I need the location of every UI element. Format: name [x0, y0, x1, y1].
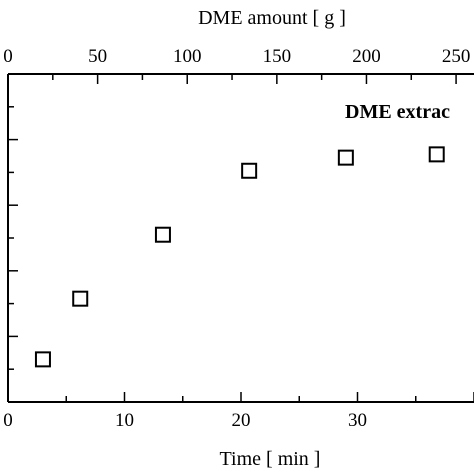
data-point-square [241, 162, 258, 179]
data-markers [34, 146, 445, 368]
x-axis-top-title: DME amount [ g ] [198, 7, 346, 29]
data-point-square [72, 290, 89, 307]
x-bottom-tick-label: 10 [115, 410, 134, 431]
x-top-tick-label: 150 [263, 46, 292, 67]
tick-labels: 0 10 20 30 0 50 100 150 200 250 [3, 46, 470, 431]
data-point-square [337, 149, 354, 166]
data-point-square [154, 226, 171, 243]
series-annotation: DME extrac [345, 101, 450, 123]
data-point-square [428, 146, 445, 163]
x-top-tick-label: 250 [442, 46, 471, 67]
x-top-tick-label: 100 [173, 46, 202, 67]
x-top-tick-label: 200 [352, 46, 381, 67]
x-bottom-tick-label: 20 [232, 410, 251, 431]
plot-frame [7, 73, 474, 403]
axis-ticks [7, 73, 474, 403]
x-bottom-tick-label: 30 [348, 410, 367, 431]
data-point-square [34, 351, 51, 368]
x-top-tick-label: 0 [3, 46, 13, 67]
x-axis-bottom-title: Time [ min ] [220, 448, 321, 470]
x-bottom-tick-label: 0 [3, 410, 13, 431]
x-top-tick-label: 50 [88, 46, 107, 67]
